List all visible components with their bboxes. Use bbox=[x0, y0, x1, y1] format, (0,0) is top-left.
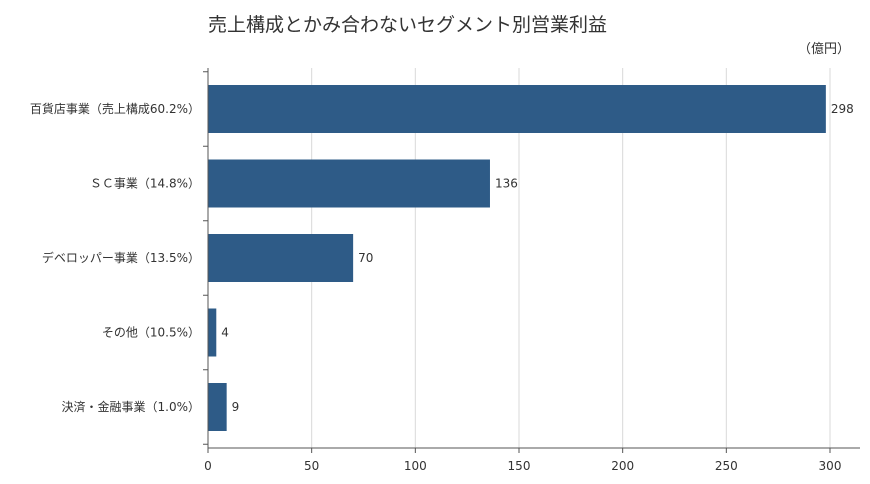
category-label-1: ＳＣ事業（14.8%） bbox=[90, 177, 200, 191]
unit-label: （億円） bbox=[797, 42, 850, 57]
x-tick-label-50: 50 bbox=[304, 459, 319, 473]
category-label-2: デベロッパー事業（13.5%） bbox=[42, 250, 200, 265]
labels: 298 百貨店事業（売上構成60.2%） 136 ＳＣ事業（14.8%） 70 デベロッパ… bbox=[30, 101, 854, 473]
bar-0 bbox=[208, 85, 826, 133]
bars bbox=[208, 85, 826, 431]
x-tick-label-250: 250 bbox=[715, 459, 738, 473]
bar-value-label-3: 4 bbox=[221, 326, 229, 340]
bar-value-label-4: 9 bbox=[232, 400, 240, 414]
category-label-0: 百貨店事業（売上構成60.2%） bbox=[30, 101, 200, 116]
axes bbox=[203, 68, 860, 453]
x-tick-label-150: 150 bbox=[508, 459, 531, 473]
x-tick-label-200: 200 bbox=[611, 459, 634, 473]
x-tick-label-100: 100 bbox=[404, 459, 427, 473]
x-tick-label-300: 300 bbox=[819, 459, 842, 473]
bar-value-label-2: 70 bbox=[358, 251, 373, 265]
bar-value-label-0: 298 bbox=[831, 102, 854, 116]
chart-title: 売上構成とかみ合わないセグメント別営業利益 bbox=[208, 14, 608, 36]
bar-value-label-1: 136 bbox=[495, 177, 518, 191]
bar-1 bbox=[208, 159, 490, 208]
bar-2 bbox=[208, 234, 354, 282]
bar-4 bbox=[208, 383, 227, 431]
bar-3 bbox=[208, 308, 217, 357]
category-label-4: 決済・金融事業（1.0%） bbox=[62, 399, 201, 414]
x-tick-label-0: 0 bbox=[204, 459, 212, 473]
category-label-3: その他（10.5%） bbox=[102, 326, 200, 340]
